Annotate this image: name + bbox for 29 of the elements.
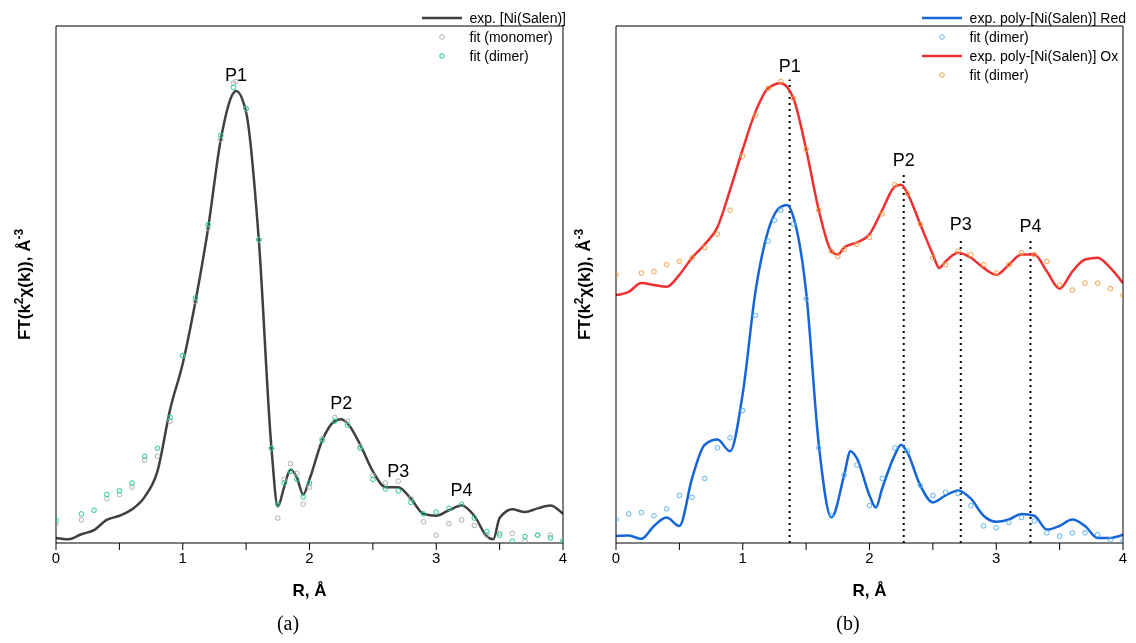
- annotation: P4: [450, 479, 473, 500]
- x-tick-label: 1: [738, 548, 747, 566]
- x-tick-label: 1: [178, 548, 187, 566]
- x-tick-label: 4: [558, 548, 568, 566]
- x-tick-label: 3: [432, 548, 441, 566]
- x-tick-label: 3: [992, 548, 1001, 566]
- x-axis-title: R, Å: [292, 581, 327, 600]
- annotation: P1: [224, 65, 247, 86]
- legend-label: exp. poly-[Ni(Salen)] Red: [969, 9, 1126, 26]
- legend-label: fit (dimer): [469, 47, 529, 64]
- legend-label: fit (monomer): [469, 28, 553, 45]
- ref-line-label: P3: [949, 214, 972, 235]
- legend-label: exp. [Ni(Salen)]: [469, 9, 566, 26]
- x-tick-label: 0: [611, 548, 621, 566]
- legend-label: fit (dimer): [969, 66, 1029, 83]
- ref-line-label: P1: [778, 55, 801, 76]
- legend-label: exp. poly-[Ni(Salen)] Ox: [969, 47, 1119, 64]
- x-tick-label: 0: [51, 548, 61, 566]
- text: (b): [835, 612, 861, 635]
- x-axis-title: R, Å: [852, 581, 887, 600]
- legend-label: fit (dimer): [969, 28, 1029, 45]
- annotation: P3: [387, 461, 410, 482]
- text: (a): [275, 612, 301, 635]
- ref-line-label: P2: [892, 150, 915, 171]
- x-tick-label: 4: [1118, 548, 1128, 566]
- ref-line-label: P4: [1019, 216, 1042, 237]
- annotation: P2: [330, 393, 353, 414]
- x-tick-label: 2: [305, 548, 314, 566]
- x-tick-label: 2: [865, 548, 874, 566]
